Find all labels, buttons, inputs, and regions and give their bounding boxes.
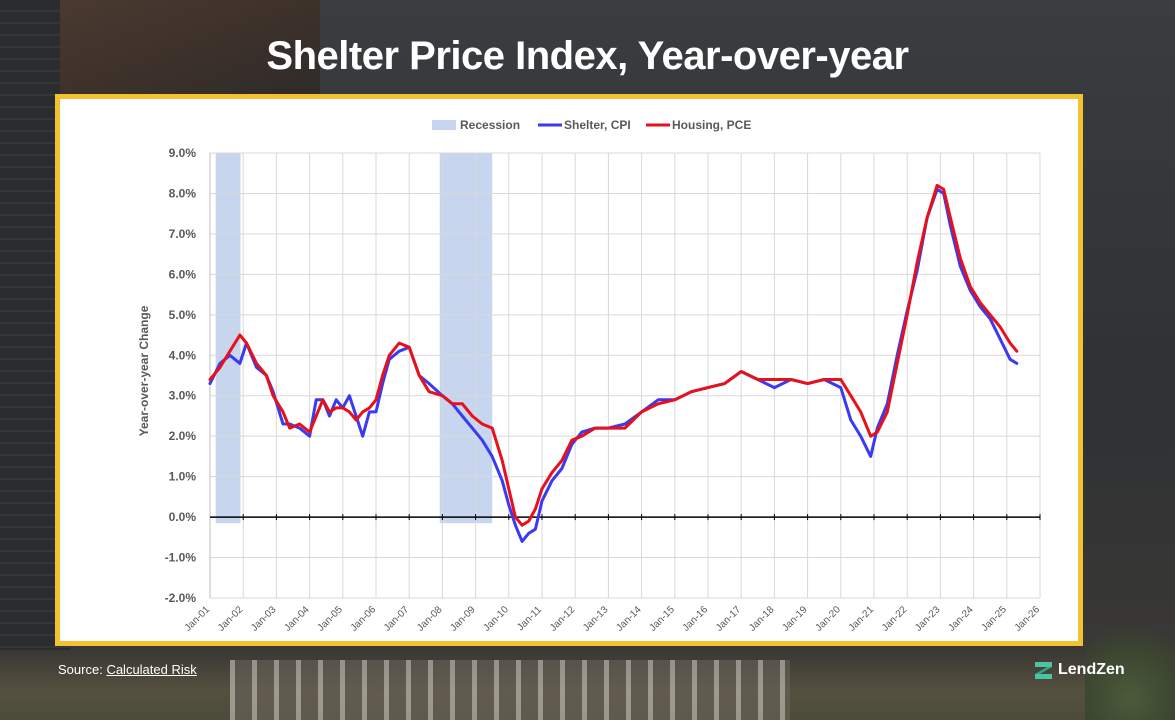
chart-frame: -2.0% -1.0% 0.0% 1.0% 2.0% 3.0% 4.0% 5.0% 6.0% 7.… [55, 94, 1083, 646]
x-tick-label: Jan-07 [382, 604, 412, 634]
x-tick-label: Jan-25 [980, 604, 1010, 634]
background-railing [230, 660, 790, 720]
x-tick-label: Jan-12 [548, 604, 578, 634]
x-tick-label: Jan-20 [814, 604, 844, 634]
x-tick-label: Jan-09 [448, 604, 478, 634]
x-tick-label: Jan-14 [614, 604, 644, 634]
x-tick-label: Jan-05 [316, 604, 346, 634]
x-tick-label: Jan-01 [183, 604, 213, 634]
y-tick-label: 7.0% [169, 227, 197, 241]
x-tick-label: Jan-04 [282, 604, 312, 634]
chart-series [208, 183, 1019, 543]
y-tick-label: 4.0% [169, 348, 197, 362]
x-tick-label: Jan-18 [747, 604, 777, 634]
x-tick-label: Jan-16 [681, 604, 711, 634]
legend-label: Housing, PCE [672, 118, 751, 132]
x-tick-label: Jan-21 [847, 604, 877, 634]
x-tick-label: Jan-17 [714, 604, 744, 634]
x-tick-label: Jan-11 [515, 604, 544, 633]
source-prefix: Source: [58, 662, 103, 677]
y-axis-label: Year-over-year Change [137, 305, 151, 436]
y-tick-label: -2.0% [165, 591, 197, 605]
source-link[interactable]: Calculated Risk [106, 662, 197, 677]
x-tick-label: Jan-19 [780, 604, 810, 634]
series-line-housing-pce [208, 183, 1019, 527]
x-tick-label: Jan-15 [648, 604, 678, 634]
x-tick-label: Jan-26 [1013, 604, 1043, 634]
x-tick-label: Jan-03 [249, 604, 279, 634]
x-tick-label: Jan-22 [880, 604, 910, 634]
y-tick-label: 5.0% [169, 308, 197, 322]
chart-gridlines [209, 152, 1041, 599]
recession-bands [215, 153, 493, 524]
recession-band-2 [439, 153, 493, 524]
y-tick-label: 9.0% [169, 146, 197, 160]
y-tick-label: -1.0% [165, 551, 197, 565]
chart-axes: -2.0% -1.0% 0.0% 1.0% 2.0% 3.0% 4.0% 5.0% 6.0% 7.… [165, 146, 1043, 634]
x-tick-label: Jan-06 [349, 604, 379, 634]
legend-label: Shelter, CPI [564, 118, 631, 132]
legend-label: Recession [460, 118, 520, 132]
y-tick-label: 2.0% [169, 429, 197, 443]
y-tick-label: 0.0% [169, 510, 197, 524]
x-tick-label: Jan-23 [913, 604, 943, 634]
background-tree [1085, 610, 1175, 720]
x-tick-label: Jan-10 [482, 604, 512, 634]
line-chart: -2.0% -1.0% 0.0% 1.0% 2.0% 3.0% 4.0% 5.0% 6.0% 7.… [137, 118, 1043, 634]
chart-legend: Recession Shelter, CPI Housing, PCE [432, 118, 751, 132]
brand: LendZen [1035, 661, 1125, 679]
lendzen-logo-icon [1035, 661, 1052, 679]
brand-name: LendZen [1058, 661, 1125, 678]
x-tick-label: Jan-02 [216, 604, 246, 634]
background-roof [60, 0, 320, 95]
y-tick-label: 3.0% [169, 389, 197, 403]
x-tick-label: Jan-24 [946, 604, 976, 634]
x-tick-label: Jan-08 [415, 604, 445, 634]
x-tick-label: Jan-13 [581, 604, 611, 634]
y-tick-label: 6.0% [169, 267, 197, 281]
y-tick-label: 1.0% [169, 470, 197, 484]
legend-swatch-recession [432, 120, 456, 130]
y-tick-label: 8.0% [169, 186, 197, 200]
page-title: Shelter Price Index, Year-over-year [266, 34, 909, 78]
source-credit: Source: Calculated Risk [58, 662, 197, 677]
